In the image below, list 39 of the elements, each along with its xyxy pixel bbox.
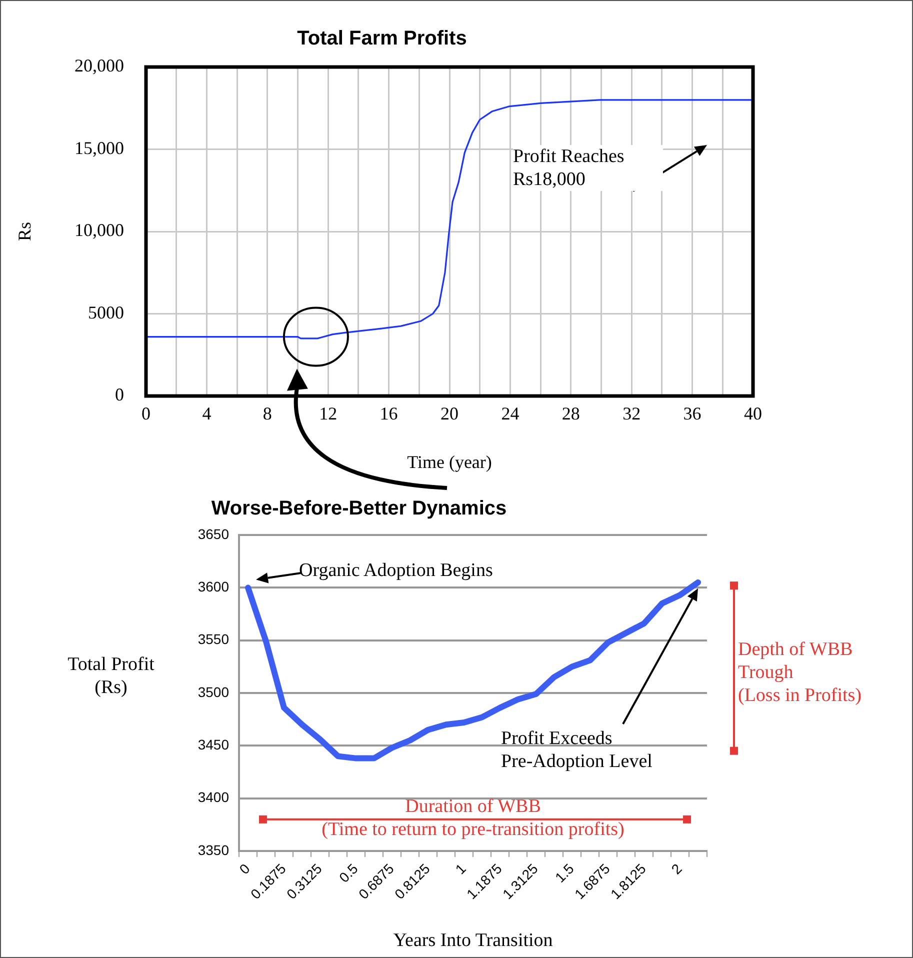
x-tick-label: 28 [562,404,580,424]
y-tick-label: 3450 [198,736,230,753]
x-tick-label: 4 [202,404,212,424]
x-tick-label: 0 [236,860,253,878]
x-tick-label: 2 [668,860,685,878]
x-tick-label: 16 [380,404,398,424]
x-tick-label: 8 [262,404,272,424]
y-tick-label: 5000 [88,302,124,322]
x-tick-label: 0.5 [336,860,361,886]
y-tick-label: 3550 [198,631,230,648]
x-tick-label: 0 [142,404,150,424]
x-axis-title: Years Into Transition [392,929,554,952]
chart-title: Total Farm Profits [297,28,467,50]
x-tick-label: 1.5 [552,860,577,886]
text: Depth of WBB Trough (Loss in Profits) [738,638,862,707]
x-tick-label: 32 [622,404,641,424]
y-tick-label: 15,000 [74,138,124,158]
x-tick-label: 24 [501,404,520,424]
x-axis-title: Time (year) [407,452,492,472]
y-axis-title: Total Profit (Rs) [66,653,156,699]
y-tick-label: 3350 [198,842,230,858]
annotation: Profit Exceeds Pre-Adoption Level [501,727,654,773]
y-tick-label: 3650 [198,526,230,542]
y-tick-label: 10,000 [74,220,124,240]
y-tick-label: 3400 [198,789,230,806]
x-tick-label: 1 [452,860,469,878]
ref-line-label: Duration of WBB (Time to return to pre-transition profits) [320,795,626,842]
y-tick-label: 20,000 [74,56,124,76]
y-tick-label: 3500 [198,684,230,700]
y-tick-label: 0 [115,384,124,405]
x-tick-label: 40 [744,404,762,424]
annotation: Organic Adoption Begins [299,559,494,582]
annotation: Profit Reaches Rs18,000 [513,145,663,191]
y-tick-label: 3600 [198,578,230,595]
x-tick-label: 12 [319,404,338,424]
x-tick-label: 20 [440,404,458,424]
y-axis-title: Rs [14,222,35,242]
chart-title: Worse-Before-Better Dynamics [211,498,507,520]
x-tick-label: 36 [683,404,702,424]
